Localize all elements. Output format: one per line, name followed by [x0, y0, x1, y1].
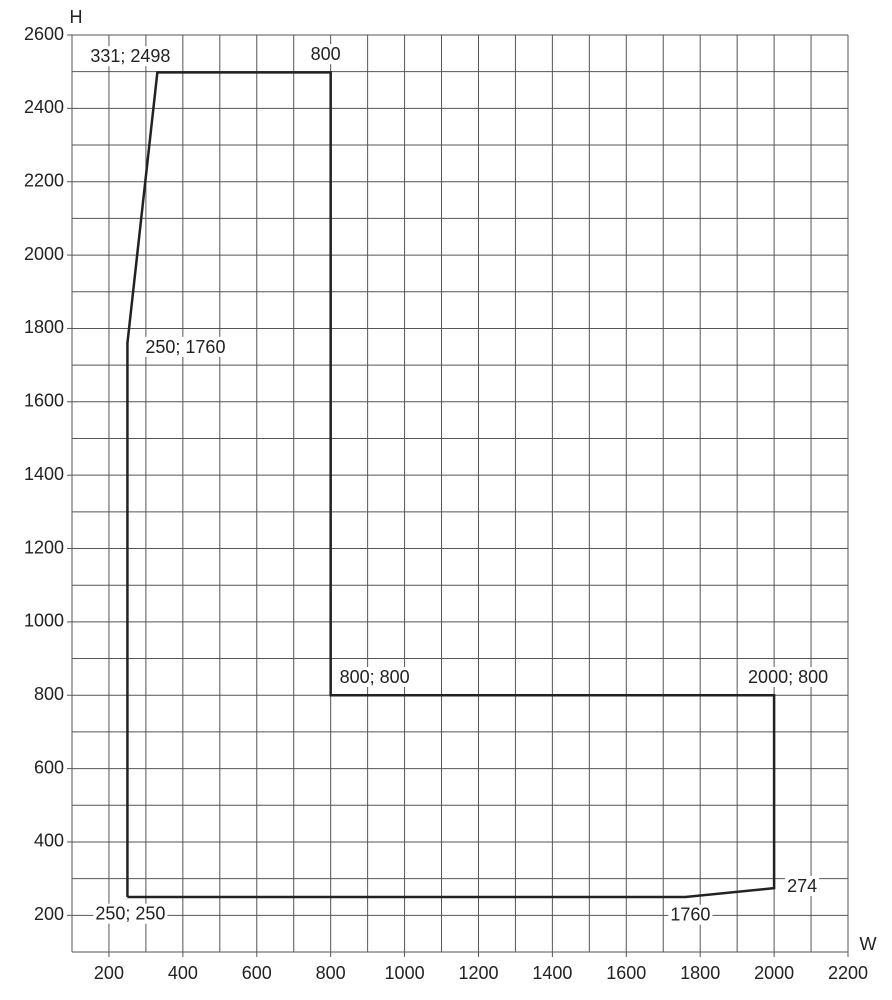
y-tick-label: 400 [34, 831, 64, 851]
point-label: 1760 [670, 905, 710, 925]
x-tick-label: 2000 [754, 963, 794, 983]
x-tick-label: 200 [94, 963, 124, 983]
x-tick-label: 1800 [680, 963, 720, 983]
point-annotation: 1760 [668, 904, 713, 925]
point-label: 800; 800 [340, 667, 410, 687]
point-annotation: 274 [785, 875, 820, 896]
label-background [143, 336, 228, 357]
x-tick-label: 1200 [458, 963, 498, 983]
point-annotation: 2000; 800 [746, 666, 831, 687]
y-tick-label: 200 [34, 904, 64, 924]
point-annotation: 800; 800 [337, 666, 412, 687]
label-background [308, 44, 343, 65]
data-line [126, 71, 776, 899]
point-label: 250; 250 [95, 904, 165, 924]
label-background [785, 875, 820, 896]
point-label: 2000; 800 [748, 667, 828, 687]
y-tick-label: 2000 [24, 244, 64, 264]
y-tick-label: 1000 [24, 611, 64, 631]
point-annotation: 331; 2498 [88, 46, 173, 67]
y-tick-label: 1400 [24, 464, 64, 484]
x-tick-label: 2200 [828, 963, 868, 983]
point-label: 800 [311, 44, 341, 64]
y-tick-label: 2400 [24, 97, 64, 117]
point-label: 250; 1760 [145, 337, 225, 357]
y-tick-label: 1600 [24, 391, 64, 411]
x-tick-label: 400 [168, 963, 198, 983]
point-label: 274 [787, 876, 817, 896]
y-tick-label: 2600 [24, 24, 64, 44]
x-axis-label: W [860, 934, 877, 954]
label-background [746, 666, 831, 687]
x-tick-label: 1600 [606, 963, 646, 983]
y-tick-label: 600 [34, 757, 64, 777]
y-tick-label: 1800 [24, 317, 64, 337]
y-tick-label: 2200 [24, 170, 64, 190]
point-label: 331; 2498 [90, 46, 170, 66]
point-annotation: 800 [308, 44, 343, 65]
y-tick-label: 1200 [24, 537, 64, 557]
y-tick-label: 800 [34, 684, 64, 704]
x-tick-label: 800 [316, 963, 346, 983]
label-background [337, 666, 412, 687]
label-background [93, 903, 168, 924]
label-background [668, 904, 713, 925]
x-tick-label: 1000 [385, 963, 425, 983]
x-tick-label: 600 [242, 963, 272, 983]
x-tick-label: 1400 [532, 963, 572, 983]
point-annotation: 250; 1760 [143, 336, 228, 357]
y-axis-label: H [70, 7, 83, 27]
point-annotation: 250; 250 [93, 903, 168, 924]
label-background [88, 46, 173, 67]
